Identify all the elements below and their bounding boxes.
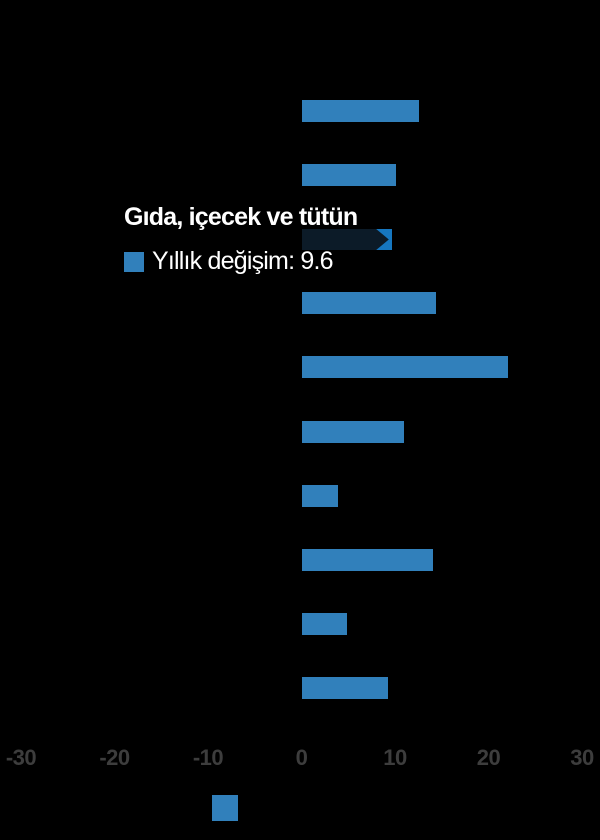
bar[interactable] [301,292,436,314]
legend-marker-icon[interactable] [212,795,238,821]
bar-highlighted[interactable] [301,229,392,250]
bar[interactable] [301,421,404,443]
tooltip-series-row: Yıllık değişim: 9.6 [124,247,334,276]
x-axis-tick-label: 30 [570,745,594,770]
x-axis-tick-label: -30 [5,745,37,770]
x-axis-tick-label: 0 [295,745,308,770]
bar[interactable] [301,356,508,378]
x-axis-tick-label: 10 [383,745,407,770]
bar[interactable] [301,549,433,571]
bar[interactable] [301,164,396,186]
bar[interactable] [301,100,419,122]
tooltip-title: Gıda, içecek ve tütün [124,203,358,231]
bar-highlight-arrow-icon [301,229,389,250]
tooltip-series-marker-icon [124,251,144,272]
bar[interactable] [301,613,347,635]
tooltip: Gıda, içecek ve tütün Yıllık değişim: 9.… [124,203,358,275]
x-axis-tick-label: 20 [476,745,501,770]
tooltip-value: Yıllık değişim: 9.6 [152,247,334,275]
bar[interactable] [301,677,388,699]
bar[interactable] [301,485,338,507]
x-axis-tick-label: -20 [99,745,130,770]
x-axis-tick-label: -10 [192,745,224,770]
